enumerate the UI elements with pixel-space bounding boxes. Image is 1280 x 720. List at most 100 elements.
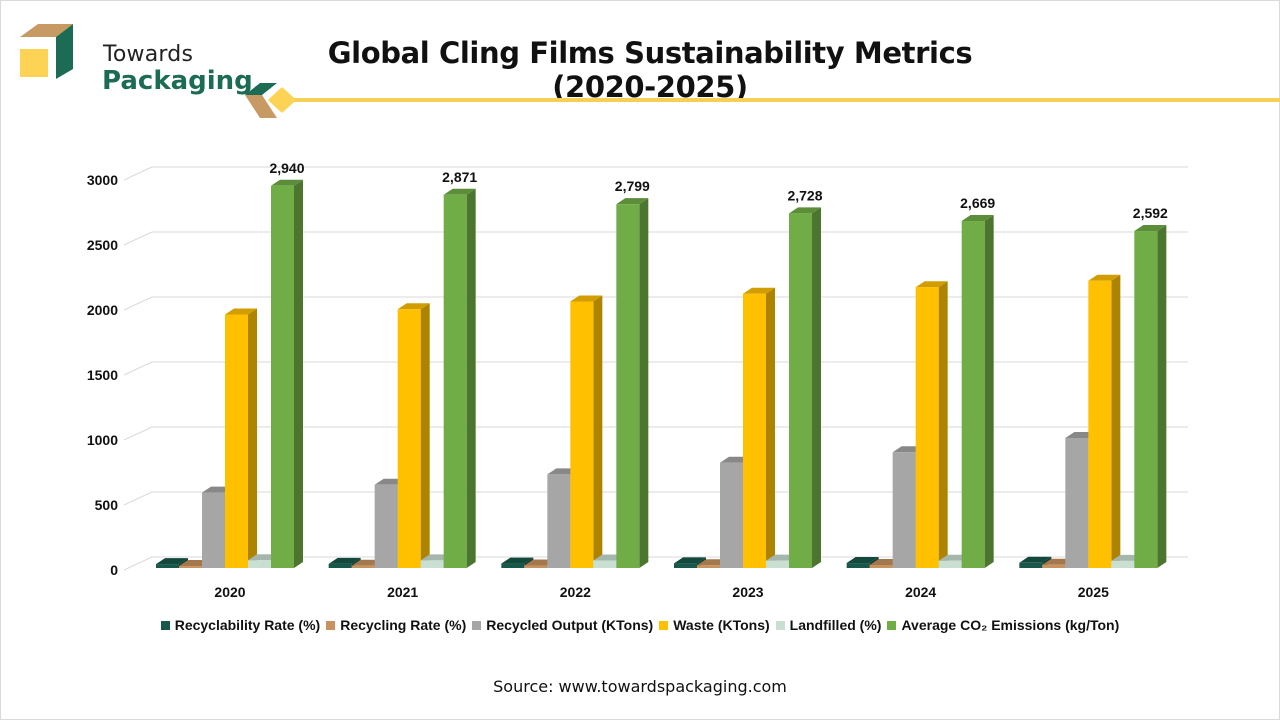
legend-swatch-icon <box>472 621 482 630</box>
bar <box>179 566 202 568</box>
bar-top <box>328 557 361 564</box>
legend-swatch-icon <box>659 621 669 630</box>
bar <box>720 462 743 568</box>
bar-side <box>294 179 303 569</box>
bar <box>1065 438 1089 568</box>
bar <box>501 563 525 568</box>
bar-top <box>397 303 430 310</box>
legend-swatch-icon <box>887 621 897 630</box>
bar <box>443 194 467 568</box>
bar <box>766 560 789 568</box>
gridline-depth <box>123 296 153 311</box>
bar <box>789 213 812 569</box>
bar-side <box>420 303 430 568</box>
legend-item: Waste (KTons) <box>659 617 770 633</box>
y-tick-label: 2000 <box>87 302 118 318</box>
bar-top <box>915 281 948 288</box>
bar-side <box>593 295 603 568</box>
chart-legend: Recyclability Rate (%) Recycling Rate (%)… <box>0 617 1280 633</box>
brand-name-line2: Packaging <box>102 66 253 96</box>
source-note: Source: www.towardspackaging.com <box>493 677 787 696</box>
brand-logo: Towards Packaging <box>18 22 253 96</box>
x-tick-label: 2023 <box>732 584 763 600</box>
bar-top <box>156 558 188 565</box>
data-label: 2,871 <box>442 169 477 185</box>
data-label: 2,799 <box>615 178 650 194</box>
bar <box>674 563 697 568</box>
bar-group-2023 <box>674 207 821 569</box>
box-logo-icon <box>20 24 73 79</box>
legend-item: Recycling Rate (%) <box>326 617 466 633</box>
data-label: 2,669 <box>960 195 995 211</box>
x-tick-label: 2025 <box>1078 584 1109 600</box>
bar <box>593 560 617 568</box>
bar-side <box>766 287 775 568</box>
bar-top <box>846 557 879 564</box>
gridline-depth <box>123 361 153 376</box>
bar <box>248 560 271 568</box>
bar-top <box>743 287 775 294</box>
bar-group-2021 <box>328 188 476 568</box>
bar <box>869 565 893 568</box>
bar <box>156 564 179 568</box>
bar <box>743 293 766 568</box>
bars <box>156 179 1167 569</box>
bar <box>697 565 720 568</box>
bar-group-2024 <box>846 215 994 568</box>
gridline-depth <box>123 231 153 246</box>
legend-item: Landfilled (%) <box>775 617 881 633</box>
bar <box>846 563 870 568</box>
bar-side <box>466 188 476 568</box>
bar-top <box>616 198 649 205</box>
bar-top <box>225 308 257 315</box>
gridline-depth <box>123 491 153 506</box>
bar-top <box>674 557 706 564</box>
bar <box>374 484 398 568</box>
bar-side <box>938 281 948 568</box>
bar <box>397 309 421 568</box>
bar <box>1111 560 1135 568</box>
bar-side <box>1157 225 1167 569</box>
bar <box>1042 564 1066 568</box>
legend-item: Average CO₂ Emissions (kg/Ton) <box>887 617 1119 633</box>
data-label: 2,592 <box>1133 205 1168 221</box>
bar <box>202 492 225 568</box>
bar <box>570 301 594 568</box>
bar-top <box>443 188 476 195</box>
data-labels: 2,940 2,871 2,799 2,728 2,669 2,592 <box>269 160 1168 221</box>
bar <box>1088 280 1112 568</box>
bar-side <box>248 308 257 568</box>
y-tick-label: 1500 <box>87 367 118 383</box>
bar-top <box>789 207 821 214</box>
legend-swatch-icon <box>326 621 336 630</box>
y-tick-label: 500 <box>95 497 119 513</box>
header-divider <box>244 80 1280 122</box>
x-tick-label: 2021 <box>387 584 418 600</box>
legend-label: Recycling Rate (%) <box>340 617 467 633</box>
bar <box>892 452 916 568</box>
x-tick-label: 2024 <box>905 584 936 600</box>
bar <box>915 287 939 568</box>
y-axis-ticks: 0 500 1000 1500 2000 2500 3000 <box>87 172 118 578</box>
bar-side <box>639 198 649 568</box>
x-tick-label: 2022 <box>560 584 591 600</box>
gridline-depth <box>123 426 153 441</box>
bar-group-2025 <box>1019 225 1167 569</box>
y-tick-label: 0 <box>110 562 118 578</box>
data-label: 2,940 <box>269 160 304 176</box>
y-tick-label: 3000 <box>87 172 118 188</box>
bar-group-2022 <box>501 198 649 568</box>
gridline-depth <box>123 556 153 571</box>
x-axis-ticks: 2020 2021 2022 2023 2024 2025 <box>214 584 1109 600</box>
data-label: 2,728 <box>787 187 822 203</box>
bar-top <box>501 557 534 564</box>
bar <box>1134 231 1158 569</box>
bar-side <box>984 215 994 568</box>
bar <box>616 204 640 568</box>
bar <box>351 565 375 568</box>
bar-top <box>961 215 994 222</box>
legend-label: Recyclability Rate (%) <box>174 617 321 633</box>
gridline-depth <box>123 166 153 181</box>
y-tick-label: 1000 <box>87 432 118 448</box>
